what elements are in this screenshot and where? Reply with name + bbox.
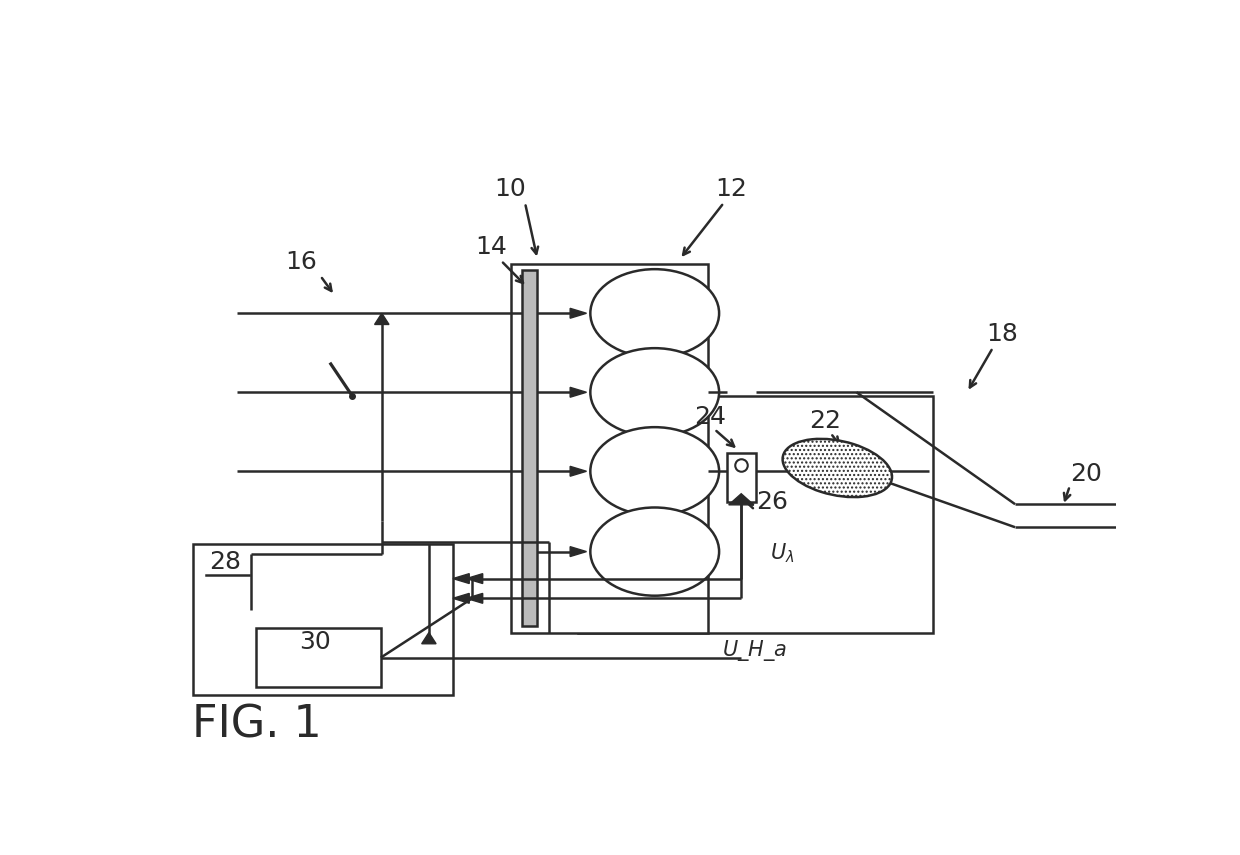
Text: 18: 18 (987, 322, 1018, 346)
Text: 20: 20 (1070, 463, 1102, 486)
Polygon shape (466, 574, 482, 583)
Circle shape (590, 269, 719, 357)
Polygon shape (570, 309, 587, 318)
Polygon shape (466, 593, 482, 604)
Polygon shape (570, 387, 587, 398)
Text: 24: 24 (694, 405, 727, 429)
Bar (522, 270, 537, 626)
Bar (255, 628, 381, 687)
Text: $U_\lambda$: $U_\lambda$ (770, 542, 795, 565)
Text: 26: 26 (755, 491, 787, 515)
Polygon shape (570, 546, 587, 557)
Polygon shape (570, 466, 587, 476)
Text: 30: 30 (300, 630, 331, 654)
Circle shape (590, 428, 719, 516)
Polygon shape (422, 633, 436, 644)
Text: $U\_H\_a$: $U\_H\_a$ (722, 638, 787, 663)
Bar (578, 396, 934, 633)
Circle shape (590, 348, 719, 436)
Text: 16: 16 (285, 250, 317, 274)
Text: 22: 22 (808, 410, 841, 433)
Polygon shape (453, 593, 469, 604)
Polygon shape (374, 313, 389, 324)
Text: 10: 10 (495, 177, 527, 201)
Bar (193, 544, 453, 695)
Text: FIG. 1: FIG. 1 (191, 704, 321, 746)
Bar (727, 453, 755, 502)
Polygon shape (729, 493, 754, 504)
Text: 12: 12 (715, 177, 748, 201)
Text: 14: 14 (475, 235, 507, 259)
Ellipse shape (782, 439, 892, 497)
Text: 28: 28 (210, 550, 241, 574)
Circle shape (590, 508, 719, 596)
Bar (511, 264, 708, 633)
Polygon shape (453, 574, 469, 583)
